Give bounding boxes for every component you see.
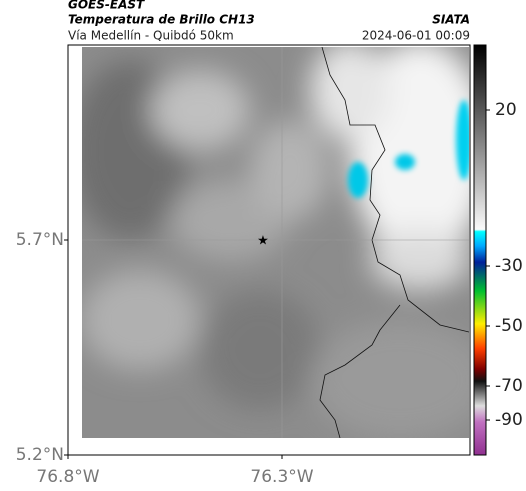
svg-text:★: ★ bbox=[257, 234, 269, 249]
lon-label: 76.3°W bbox=[250, 467, 313, 487]
colorbar-tick-label: -30 bbox=[495, 256, 523, 276]
region: Vía Medellín - Quibdó 50km bbox=[68, 29, 234, 43]
lat-label: 5.2°N bbox=[16, 445, 64, 465]
colorbar bbox=[473, 44, 487, 456]
datetime: 2024-06-01 00:09 bbox=[362, 29, 470, 43]
source: SIATA bbox=[432, 13, 470, 27]
labels: 5.7°N 5.2°N76.8°W 76.3°W 20 -30 -50 -70 -90 bbox=[16, 100, 523, 487]
colorbar-tick-label: -90 bbox=[495, 410, 523, 430]
colorbar-tick-label: 20 bbox=[495, 100, 517, 120]
colorbar-tick-label: -70 bbox=[495, 376, 523, 396]
satellite: GOES-EAST bbox=[68, 0, 145, 12]
colorbar-tick-label: -50 bbox=[495, 316, 523, 336]
product: Temperatura de Brillo CH13 bbox=[68, 13, 255, 27]
lon-label: 76.8°W bbox=[36, 467, 99, 487]
satellite-image: ★ bbox=[82, 47, 469, 438]
lat-label: 5.7°N bbox=[16, 230, 64, 250]
